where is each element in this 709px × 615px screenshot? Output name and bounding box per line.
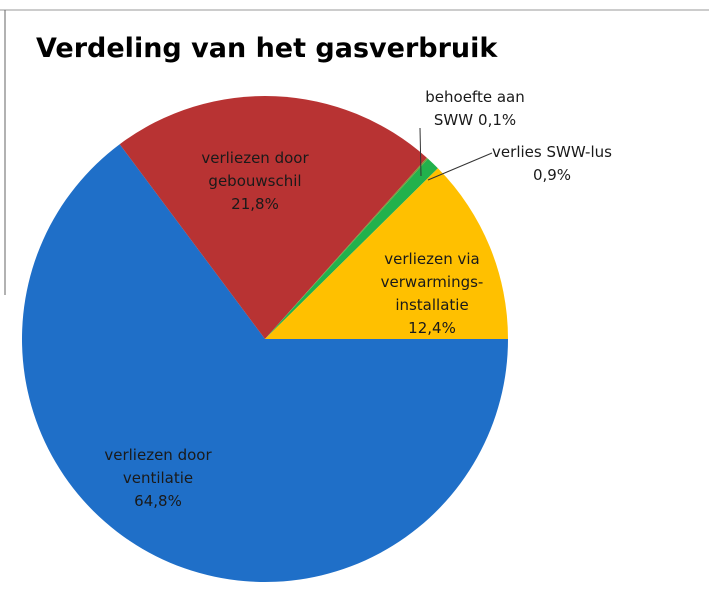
pie-slice (21, 144, 508, 582)
label-line: installatie (395, 296, 468, 314)
label-line: ventilatie (123, 469, 193, 487)
pie-slice (265, 157, 428, 339)
value-label: 21,8% (231, 195, 279, 213)
label-line: verlies SWW-lus (492, 143, 612, 161)
slice-label: verliezen via verwarmings-installatie 12,4… (381, 250, 484, 337)
pie (21, 95, 508, 582)
labels: verliezen door ventilatie 64,8%verliezen d… (104, 88, 612, 510)
slice-label: verliezen door ventilatie 64,8% (104, 446, 212, 510)
pie-slice (119, 95, 427, 339)
slice-label: verlies SWW-lus 0,9% (492, 143, 612, 184)
value-label: 12,4% (408, 319, 456, 337)
label-line: SWW (434, 111, 473, 129)
label-line: behoefte aan (425, 88, 524, 106)
value-label: 0,1% (478, 111, 516, 129)
slice-label: verliezen door gebouwschil 21,8% (201, 149, 309, 213)
value-label: 64,8% (134, 492, 182, 510)
label-line: gebouwschil (208, 172, 301, 190)
leader-line (427, 152, 493, 181)
chart-title: Verdeling van het gasverbruik (36, 33, 498, 64)
pie-slice (265, 168, 508, 339)
label-line: verliezen via (384, 250, 479, 268)
leader-line (419, 127, 422, 177)
label-line: verliezen door (104, 446, 212, 464)
value-label: 0,9% (533, 166, 571, 184)
label-line: verwarmings- (381, 273, 484, 291)
pie-slice (265, 158, 438, 339)
label-line: verliezen door (201, 149, 309, 167)
slice-label: behoefte aan SWW 0,1% (425, 88, 524, 129)
